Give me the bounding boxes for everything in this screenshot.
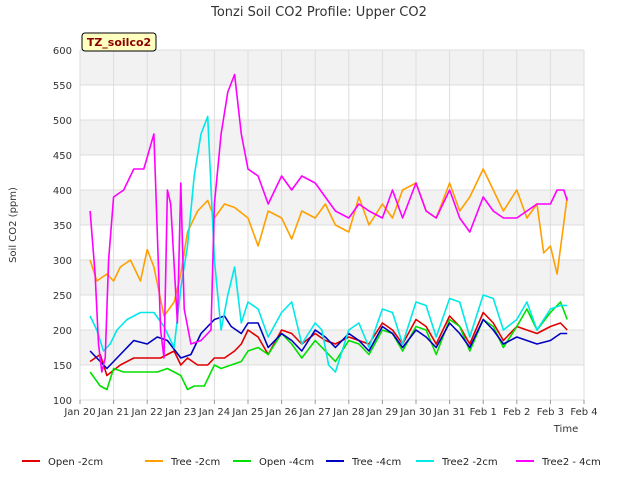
grid	[79, 49, 585, 401]
y-tick-label: 350	[53, 221, 72, 232]
plot-band	[80, 365, 584, 400]
x-tick-label: Jan 21	[97, 407, 129, 418]
series-line-tree2-4cm	[89, 73, 568, 373]
plot-band	[80, 260, 584, 295]
legend-label: Tree2 -2cm	[441, 457, 498, 468]
series-lines	[89, 73, 568, 391]
series-line-tree-2cm	[89, 168, 568, 317]
y-axis-title: Soil CO2 (ppm)	[8, 187, 19, 263]
legend-item: Tree -4cm	[326, 457, 401, 468]
plot-band	[80, 85, 584, 120]
legend-item: Tree -2cm	[145, 457, 220, 468]
y-tick-label: 150	[53, 361, 72, 372]
x-tick-label: Jan 29	[366, 407, 398, 418]
y-tick-label: 550	[53, 81, 72, 92]
x-tick-label: Jan 26	[265, 407, 297, 418]
y-tick-label: 100	[53, 396, 72, 407]
x-tick-label: Jan 20	[63, 407, 95, 418]
legend-label: Tree2 - 4cm	[541, 457, 601, 468]
legend-item: Tree2 -2cm	[416, 457, 498, 468]
x-tick-label: Feb 4	[570, 407, 597, 418]
plot-band	[80, 50, 584, 85]
y-tick-label: 400	[53, 186, 72, 197]
x-tick-label: Jan 31	[433, 407, 465, 418]
x-tick-label: Jan 28	[332, 407, 364, 418]
dataset-badge: TZ_soilco2	[81, 32, 157, 52]
legend-label: Tree -4cm	[351, 457, 401, 468]
x-tick-label: Jan 22	[131, 407, 163, 418]
legend-item: Open -4cm	[233, 457, 314, 468]
plot-band	[80, 120, 584, 155]
legend-label: Tree -2cm	[170, 457, 220, 468]
x-tick-label: Jan 25	[231, 407, 263, 418]
y-tick-label: 600	[53, 46, 72, 57]
x-tick-label: Jan 27	[299, 407, 331, 418]
plot-band	[80, 155, 584, 190]
y-tick-label: 300	[53, 256, 72, 267]
legend-item: Tree2 - 4cm	[516, 457, 601, 468]
y-axis-ticks: 100 150 200 250 300 350 400 450 500 550 600	[53, 46, 72, 407]
y-tick-label: 500	[53, 116, 72, 127]
legend-item: Open -2cm	[22, 457, 103, 468]
x-tick-label: Feb 2	[503, 407, 530, 418]
x-tick-label: Jan 24	[198, 407, 230, 418]
series-line-open-2cm	[89, 311, 568, 377]
x-axis-ticks: Jan 20 Jan 21 Jan 22 Jan 23 Jan 24 Jan 25 Jan …	[63, 400, 598, 418]
x-tick-label: Feb 3	[537, 407, 564, 418]
legend-label: Open -4cm	[259, 457, 314, 468]
y-tick-label: 200	[53, 326, 72, 337]
y-tick-label: 250	[53, 291, 72, 302]
x-tick-label: Jan 23	[164, 407, 196, 418]
x-tick-label: Feb 1	[470, 407, 497, 418]
dataset-badge-box	[81, 32, 157, 52]
dataset-badge-label: TZ_soilco2	[87, 36, 151, 49]
chart-title: Tonzi Soil CO2 Profile: Upper CO2	[210, 5, 427, 20]
legend-label: Open -2cm	[48, 457, 103, 468]
y-tick-label: 450	[53, 151, 72, 162]
plot-band	[80, 225, 584, 260]
legend: Open -2cm Tree -2cm Open -4cm Tree -4cm Tree…	[22, 457, 601, 468]
series-line-open-4cm	[89, 301, 568, 391]
series-line-tree2-2cm	[89, 115, 568, 373]
x-tick-label: Jan 30	[399, 407, 431, 418]
x-axis-title: Time	[553, 424, 578, 435]
plot-band	[80, 295, 584, 330]
